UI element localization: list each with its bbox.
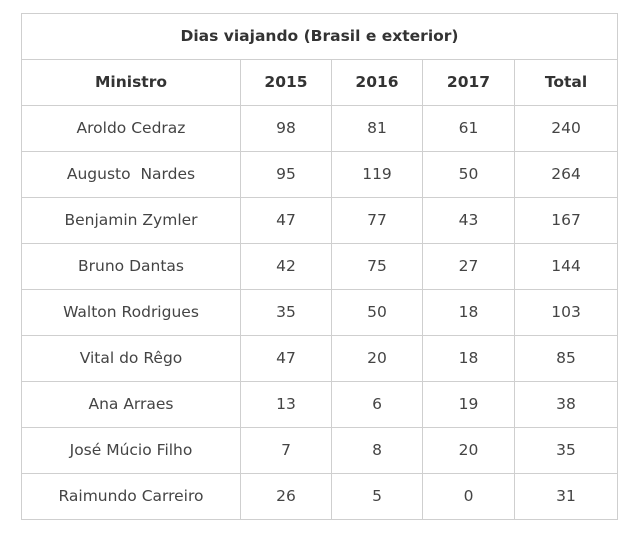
table-caption: Dias viajando (Brasil e exterior)	[20, 13, 619, 60]
cell-total: 103	[513, 289, 619, 336]
table-row: Aroldo Cedraz 98 81 61 240	[21, 105, 619, 152]
cell-2016: 119	[331, 151, 423, 198]
cell-2015: 98	[240, 105, 332, 152]
cell-total: 167	[513, 197, 619, 244]
table-row: José Múcio Filho 7 8 20 35	[21, 427, 619, 474]
cell-ministro: Aroldo Cedraz	[21, 105, 241, 152]
cell-2017: 18	[422, 289, 515, 336]
table-caption-row: Dias viajando (Brasil e exterior)	[20, 13, 619, 60]
travel-days-table: Dias viajando (Brasil e exterior) Minist…	[20, 13, 619, 520]
cell-2016: 81	[331, 105, 423, 152]
cell-total: 264	[513, 151, 619, 198]
cell-total: 35	[513, 427, 619, 474]
table-row: Benjamin Zymler 47 77 43 167	[21, 197, 619, 244]
table-row: Ana Arraes 13 6 19 38	[21, 381, 619, 428]
cell-ministro: Ana Arraes	[21, 381, 241, 428]
cell-total: 240	[513, 105, 619, 152]
cell-total: 31	[513, 473, 619, 520]
cell-2017: 20	[422, 427, 515, 474]
cell-2017: 27	[422, 243, 515, 290]
table-row: Augusto Nardes 95 119 50 264	[21, 151, 619, 198]
column-header-2016: 2016	[331, 59, 423, 106]
cell-2016: 50	[331, 289, 423, 336]
cell-ministro: Bruno Dantas	[21, 243, 241, 290]
table-header-row: Ministro 2015 2016 2017 Total	[21, 59, 619, 106]
cell-ministro: Benjamin Zymler	[21, 197, 241, 244]
cell-2015: 7	[240, 427, 332, 474]
cell-2015: 13	[240, 381, 332, 428]
cell-2015: 47	[240, 335, 332, 382]
column-header-2015: 2015	[240, 59, 332, 106]
cell-2017: 50	[422, 151, 515, 198]
cell-ministro: Augusto Nardes	[21, 151, 241, 198]
cell-2016: 5	[331, 473, 423, 520]
cell-total: 144	[513, 243, 619, 290]
cell-ministro: Walton Rodrigues	[21, 289, 241, 336]
cell-ministro: Vital do Rêgo	[21, 335, 241, 382]
cell-2017: 0	[422, 473, 515, 520]
cell-2017: 19	[422, 381, 515, 428]
cell-2015: 42	[240, 243, 332, 290]
cell-2016: 8	[331, 427, 423, 474]
cell-ministro: José Múcio Filho	[21, 427, 241, 474]
column-header-2017: 2017	[422, 59, 515, 106]
cell-2015: 35	[240, 289, 332, 336]
column-header-total: Total	[513, 59, 619, 106]
table-row: Raimundo Carreiro 26 5 0 31	[21, 473, 619, 520]
cell-2017: 18	[422, 335, 515, 382]
cell-2015: 26	[240, 473, 332, 520]
cell-2017: 61	[422, 105, 515, 152]
cell-2016: 20	[331, 335, 423, 382]
cell-ministro: Raimundo Carreiro	[21, 473, 241, 520]
cell-2015: 95	[240, 151, 332, 198]
cell-2016: 77	[331, 197, 423, 244]
cell-2015: 47	[240, 197, 332, 244]
cell-total: 85	[513, 335, 619, 382]
cell-2017: 43	[422, 197, 515, 244]
cell-2016: 75	[331, 243, 423, 290]
column-header-ministro: Ministro	[21, 59, 241, 106]
table-row: Vital do Rêgo 47 20 18 85	[21, 335, 619, 382]
cell-total: 38	[513, 381, 619, 428]
cell-2016: 6	[331, 381, 423, 428]
table-row: Bruno Dantas 42 75 27 144	[21, 243, 619, 290]
table-row: Walton Rodrigues 35 50 18 103	[21, 289, 619, 336]
